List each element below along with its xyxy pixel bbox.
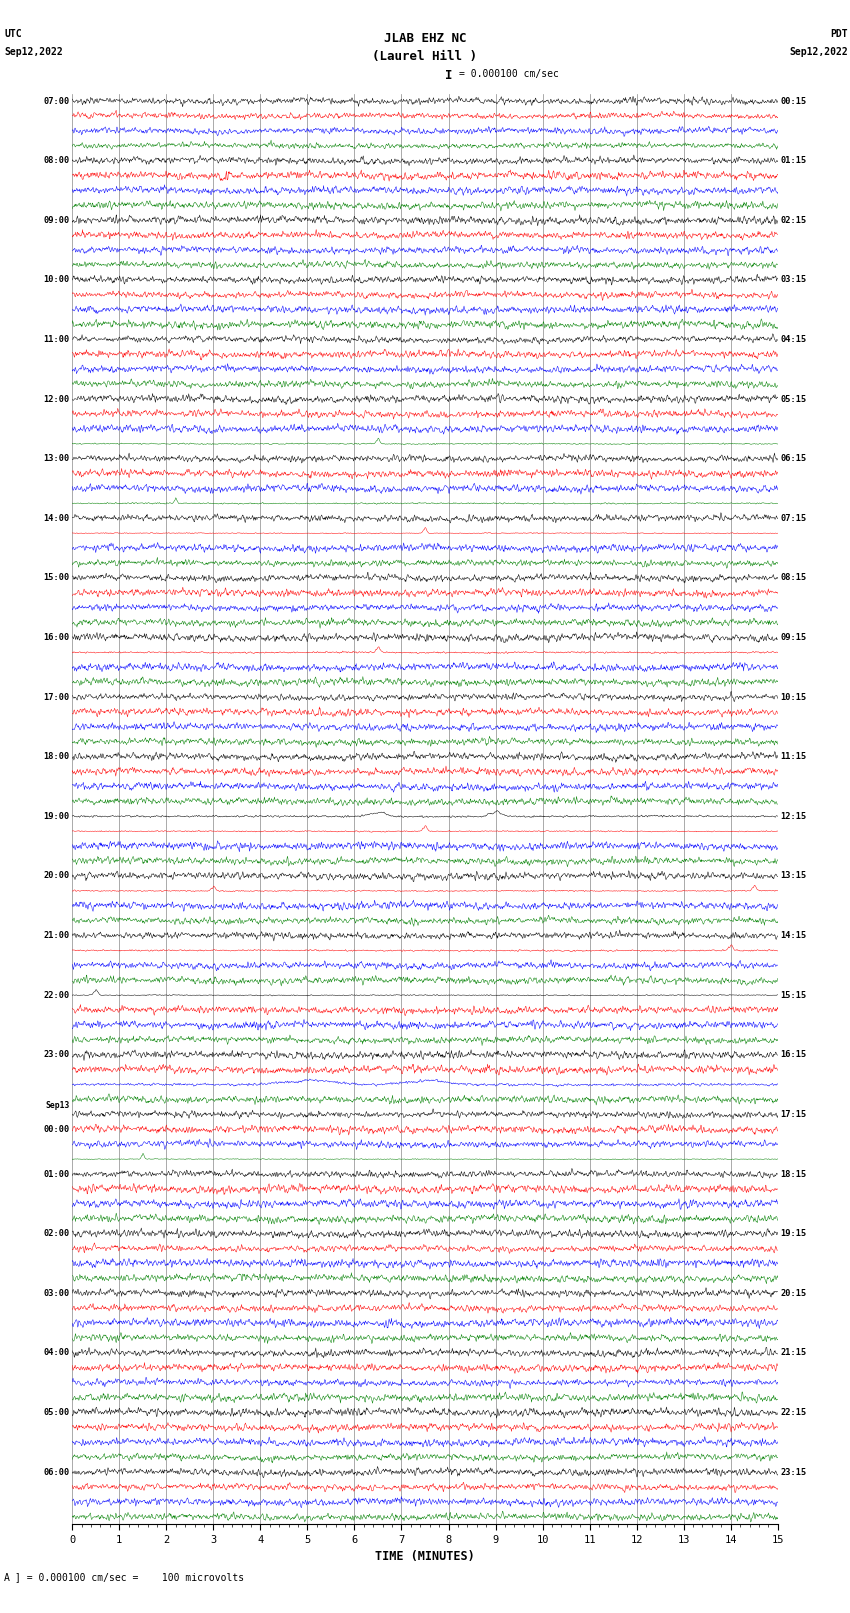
Text: 22:15: 22:15	[780, 1408, 807, 1416]
Text: 04:00: 04:00	[43, 1348, 70, 1358]
X-axis label: TIME (MINUTES): TIME (MINUTES)	[375, 1550, 475, 1563]
Text: 17:15: 17:15	[780, 1110, 807, 1119]
Text: Sep12,2022: Sep12,2022	[4, 47, 63, 56]
Text: 03:00: 03:00	[43, 1289, 70, 1298]
Text: JLAB EHZ NC: JLAB EHZ NC	[383, 32, 467, 45]
Text: 00:15: 00:15	[780, 97, 807, 105]
Text: 06:15: 06:15	[780, 455, 807, 463]
Text: 08:15: 08:15	[780, 573, 807, 582]
Text: 10:00: 10:00	[43, 276, 70, 284]
Text: Sep12,2022: Sep12,2022	[790, 47, 848, 56]
Text: 05:00: 05:00	[43, 1408, 70, 1416]
Text: 00:00: 00:00	[43, 1124, 70, 1134]
Text: 21:15: 21:15	[780, 1348, 807, 1358]
Text: 11:15: 11:15	[780, 752, 807, 761]
Text: 18:15: 18:15	[780, 1169, 807, 1179]
Text: (Laurel Hill ): (Laurel Hill )	[372, 50, 478, 63]
Text: 07:15: 07:15	[780, 515, 807, 523]
Text: = 0.000100 cm/sec: = 0.000100 cm/sec	[459, 69, 559, 79]
Text: 08:00: 08:00	[43, 156, 70, 165]
Text: 16:00: 16:00	[43, 632, 70, 642]
Text: 19:15: 19:15	[780, 1229, 807, 1239]
Text: 17:00: 17:00	[43, 692, 70, 702]
Text: 01:00: 01:00	[43, 1169, 70, 1179]
Text: 01:15: 01:15	[780, 156, 807, 165]
Text: 12:15: 12:15	[780, 811, 807, 821]
Text: 10:15: 10:15	[780, 692, 807, 702]
Text: 07:00: 07:00	[43, 97, 70, 105]
Text: 15:00: 15:00	[43, 573, 70, 582]
Text: 14:00: 14:00	[43, 515, 70, 523]
Text: UTC: UTC	[4, 29, 22, 39]
Text: 13:00: 13:00	[43, 455, 70, 463]
Text: 22:00: 22:00	[43, 990, 70, 1000]
Text: 18:00: 18:00	[43, 752, 70, 761]
Text: 04:15: 04:15	[780, 336, 807, 344]
Text: 21:00: 21:00	[43, 931, 70, 940]
Text: 19:00: 19:00	[43, 811, 70, 821]
Text: 16:15: 16:15	[780, 1050, 807, 1060]
Text: 05:15: 05:15	[780, 395, 807, 403]
Text: PDT: PDT	[830, 29, 848, 39]
Text: 23:00: 23:00	[43, 1050, 70, 1060]
Text: 09:15: 09:15	[780, 632, 807, 642]
Text: 13:15: 13:15	[780, 871, 807, 881]
Text: I: I	[445, 69, 452, 82]
Text: ] = 0.000100 cm/sec =    100 microvolts: ] = 0.000100 cm/sec = 100 microvolts	[15, 1573, 245, 1582]
Text: 06:00: 06:00	[43, 1468, 70, 1476]
Text: Sep13: Sep13	[45, 1102, 70, 1110]
Text: 09:00: 09:00	[43, 216, 70, 224]
Text: 11:00: 11:00	[43, 336, 70, 344]
Text: 14:15: 14:15	[780, 931, 807, 940]
Text: 03:15: 03:15	[780, 276, 807, 284]
Text: 20:00: 20:00	[43, 871, 70, 881]
Text: 02:15: 02:15	[780, 216, 807, 224]
Text: 15:15: 15:15	[780, 990, 807, 1000]
Text: 23:15: 23:15	[780, 1468, 807, 1476]
Text: 12:00: 12:00	[43, 395, 70, 403]
Text: 20:15: 20:15	[780, 1289, 807, 1298]
Text: 02:00: 02:00	[43, 1229, 70, 1239]
Text: A: A	[4, 1573, 10, 1582]
